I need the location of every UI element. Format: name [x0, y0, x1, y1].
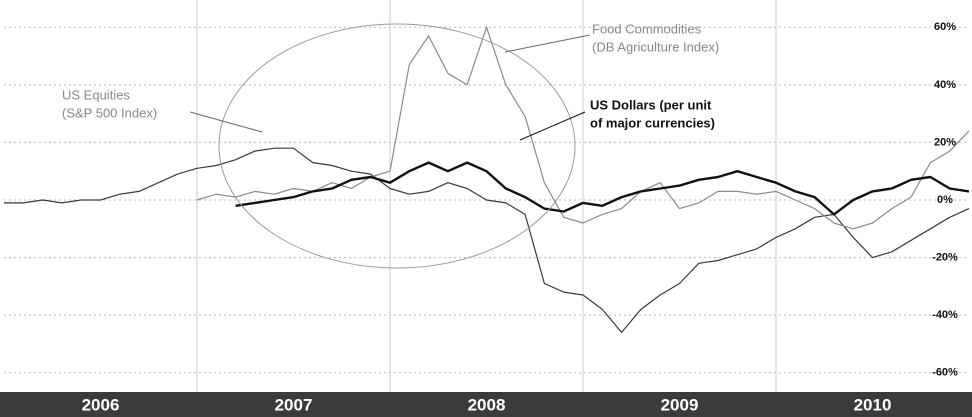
- annotation: Food Commodities: [592, 21, 702, 36]
- series-line: [4, 147, 970, 333]
- pointer: [519, 111, 586, 141]
- x-tick-label: 2008: [468, 395, 506, 414]
- y-tick-label: 40%: [934, 79, 956, 91]
- annotation: (S&P 500 Index): [62, 105, 157, 120]
- annotation: of major currencies): [590, 115, 715, 130]
- y-tick-label: 0%: [937, 194, 953, 206]
- y-tick-label: 20%: [934, 136, 956, 148]
- pointer: [189, 111, 263, 133]
- series-line: [196, 26, 970, 230]
- year-band: [0, 392, 972, 417]
- annotation: (DB Agriculture Index): [592, 39, 719, 54]
- y-tick-label: -60%: [932, 367, 958, 379]
- x-tick-label: 2010: [854, 395, 892, 414]
- x-tick-label: 2007: [275, 395, 313, 414]
- y-tick-label: -20%: [932, 251, 958, 263]
- y-tick-label: 60%: [934, 21, 956, 33]
- x-tick-label: 2006: [82, 395, 120, 414]
- annotation: US Dollars (per unit: [590, 97, 712, 112]
- pointer: [504, 34, 591, 53]
- series-line: [235, 161, 970, 216]
- highlight-ellipse: [218, 23, 576, 269]
- x-tick-label: 2009: [661, 395, 699, 414]
- annotation: US Equities: [62, 87, 130, 102]
- y-tick-label: -40%: [932, 309, 958, 321]
